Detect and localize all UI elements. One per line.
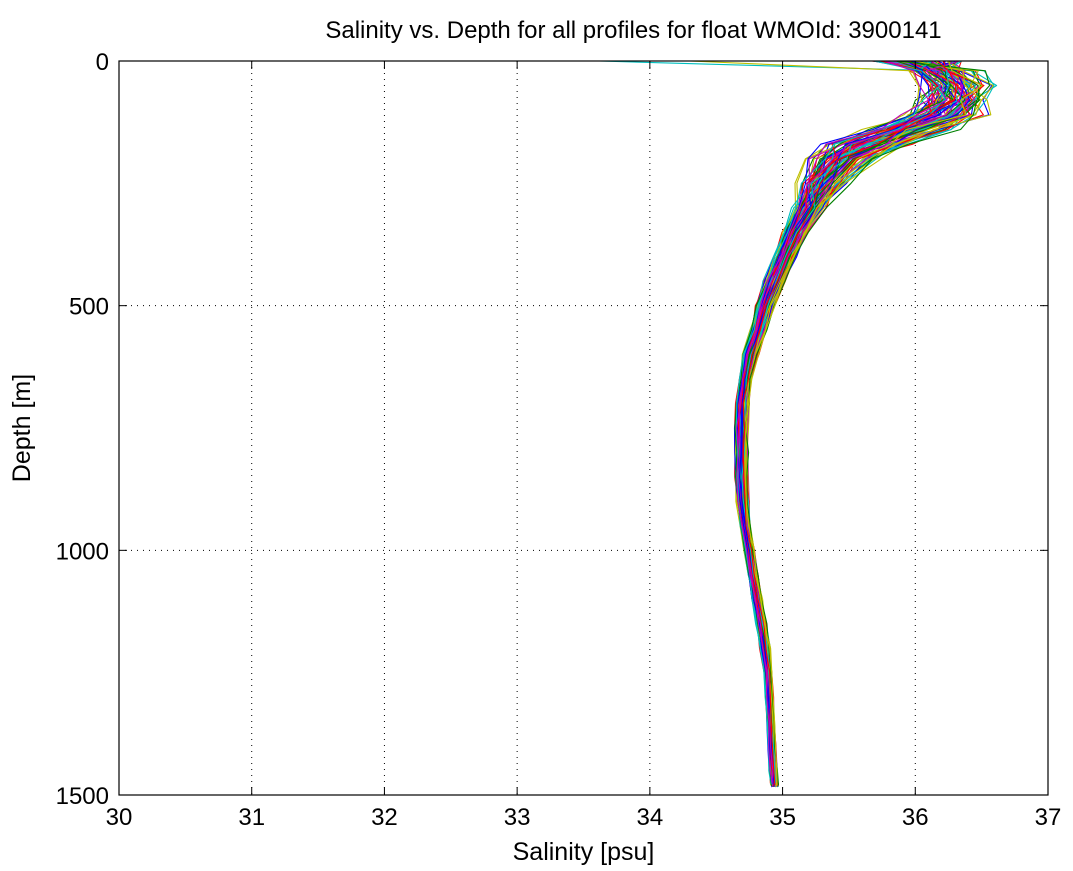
chart-title: Salinity vs. Depth for all profiles for … — [325, 17, 941, 44]
profile-line — [744, 60, 967, 787]
profile-line — [741, 60, 959, 786]
profiles-layer — [599, 60, 998, 788]
profile-line — [599, 60, 952, 788]
profile-line — [742, 60, 957, 785]
profile-line — [743, 60, 992, 788]
profile-line — [735, 60, 941, 785]
profile-line — [741, 60, 959, 785]
profile-line — [740, 60, 930, 787]
x-tick-label: 34 — [637, 804, 664, 831]
y-axis-label: Depth [m] — [8, 374, 36, 482]
y-tick-label: 1000 — [56, 538, 109, 565]
profile-line — [744, 60, 984, 785]
x-tick-label: 35 — [769, 804, 796, 831]
profile-line — [744, 60, 991, 786]
y-tick-label: 500 — [69, 294, 109, 321]
x-tick-label: 37 — [1035, 804, 1062, 831]
ticks-layer: 30 31 32 33 34 35 36 37 0 500 1000 1500 — [56, 49, 1062, 831]
profile-line — [744, 60, 983, 785]
profile-line — [745, 60, 998, 784]
y-tick-label: 1500 — [56, 783, 109, 810]
x-tick-label: 36 — [902, 804, 929, 831]
plot-frame — [118, 60, 1049, 796]
x-tick-label: 30 — [106, 804, 133, 831]
x-tick-label: 31 — [238, 804, 265, 831]
grid-layer — [119, 61, 1048, 795]
profile-line — [736, 60, 924, 784]
profile-line — [741, 60, 981, 785]
profile-line — [741, 60, 971, 785]
profile-line — [736, 60, 930, 784]
x-tick-label: 32 — [371, 804, 398, 831]
x-axis-label: Salinity [psu] — [513, 838, 655, 866]
profile-line — [689, 60, 920, 786]
y-tick-label: 0 — [96, 49, 109, 76]
x-tick-label: 33 — [504, 804, 531, 831]
profile-line — [745, 60, 994, 786]
